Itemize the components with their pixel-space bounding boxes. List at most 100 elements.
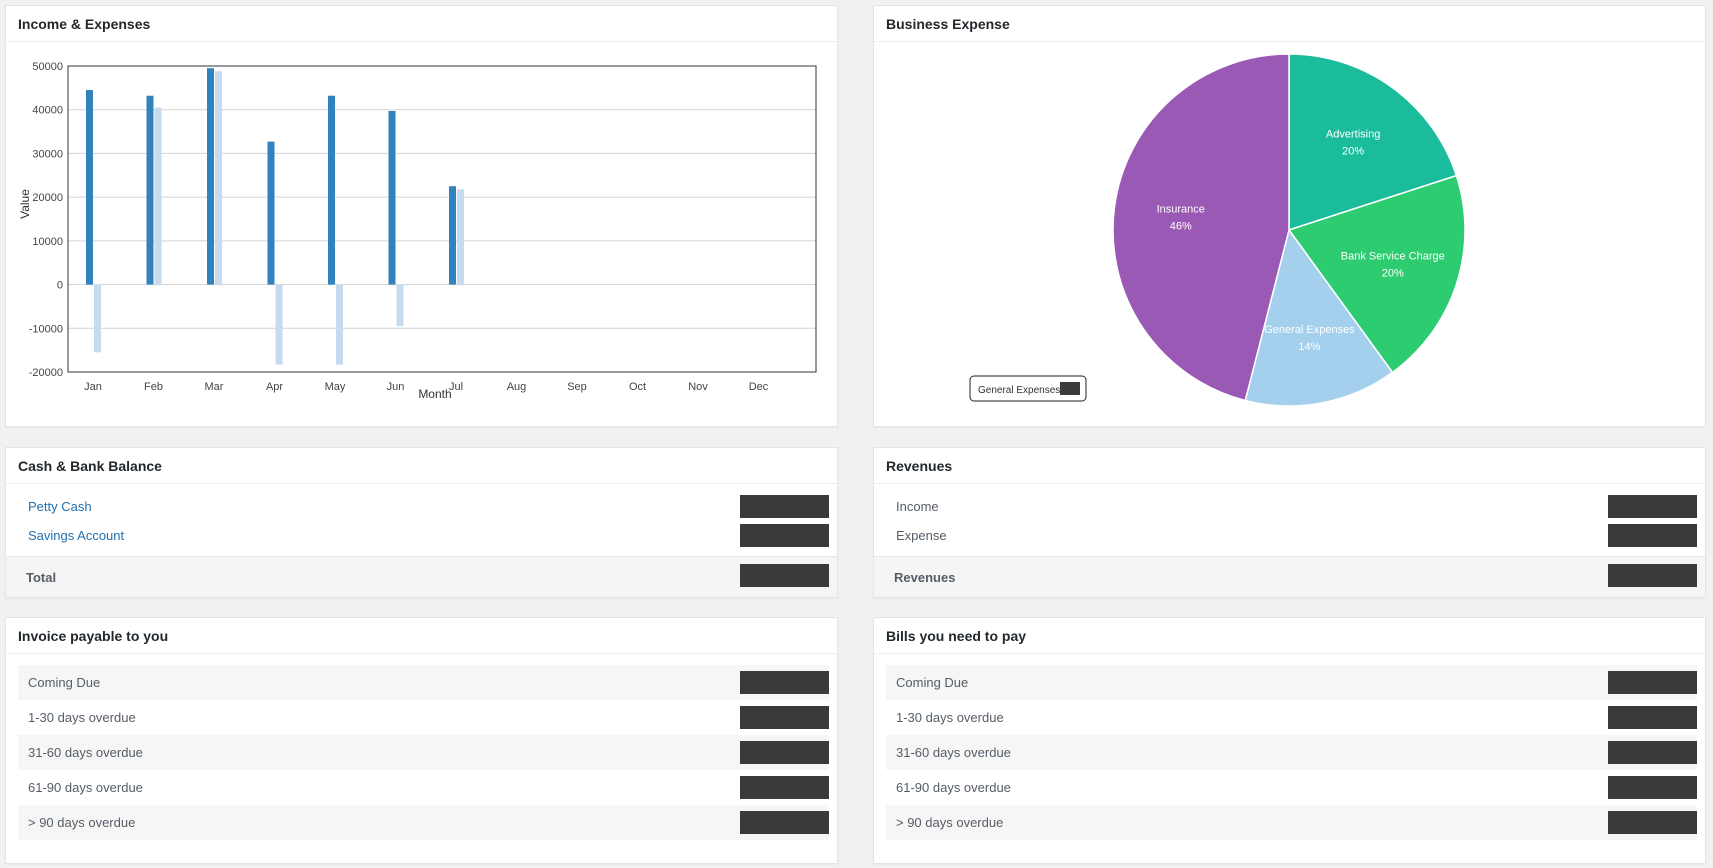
revenue-row-expense: Expense (886, 521, 1697, 550)
aging-label: > 90 days overdue (28, 815, 136, 830)
bar (328, 95, 335, 285)
slice-percent-label: 20% (1382, 268, 1404, 280)
revenue-row-income: Income (886, 492, 1697, 521)
aging-row-61-90: 61-90 days overdue (886, 770, 1697, 805)
slice-label: General Expenses (1264, 324, 1355, 336)
aging-label: 61-90 days overdue (28, 780, 143, 795)
cash-total-label: Total (26, 569, 57, 585)
legend-label: General Expenses (978, 385, 1060, 396)
business-expense-card: Business Expense Advertising 20% Bank Serv… (873, 5, 1706, 427)
pie-slice (1287, 174, 1466, 374)
x-tick-label: Sep (567, 381, 587, 393)
redacted-amount (740, 564, 829, 587)
aging-label: 61-90 days overdue (896, 780, 1011, 795)
business-expense-chart: Advertising 20% Bank Service Charge 20% Gene… (969, 53, 1466, 407)
x-tick-label: Dec (749, 381, 769, 393)
bills-to-pay-card: Bills you need to pay Coming Due 1-30 da… (873, 617, 1706, 864)
aging-row-1-30: 1-30 days overdue (886, 700, 1697, 735)
redacted-amount (1608, 564, 1697, 587)
x-tick-label: Feb (144, 381, 163, 393)
redacted-amount (740, 706, 829, 729)
aging-row-coming-due: Coming Due (886, 665, 1697, 700)
x-tick-label: Nov (688, 381, 708, 393)
income-expenses-chart: 50000 40000 30000 20000 10000 0 -10000 -20000 Ja… (18, 61, 817, 401)
cash-total-row: Total (6, 556, 837, 597)
slice-percent-label: 46% (1170, 220, 1192, 232)
slice-label: Bank Service Charge (1341, 251, 1445, 263)
x-axis-label: Month (418, 387, 451, 401)
pie-legend: General Expenses (969, 375, 1087, 402)
cash-bank-card: Cash & Bank Balance Petty Cash Savings A… (5, 447, 838, 598)
redacted-amount (1608, 671, 1697, 694)
y-tick-label: 10000 (32, 236, 63, 248)
x-tick-label: Aug (507, 381, 527, 393)
slice-percent-label: 14% (1298, 341, 1320, 353)
plot-frame (67, 65, 817, 373)
account-link-petty-cash[interactable]: Petty Cash (28, 499, 92, 514)
revenues-total-label: Revenues (894, 569, 956, 585)
cash-bank-title: Cash & Bank Balance (6, 448, 837, 484)
redacted-amount (740, 776, 829, 799)
redacted-amount (1608, 741, 1697, 764)
slice-percent-label: 20% (1342, 146, 1364, 158)
redacted-amount (740, 741, 829, 764)
redacted-amount (1608, 524, 1697, 547)
redacted-amount (740, 811, 829, 834)
bar (154, 107, 162, 285)
pie-slice (1288, 53, 1458, 232)
y-tick-label: 40000 (32, 105, 63, 117)
bar (86, 90, 93, 285)
account-link-savings[interactable]: Savings Account (28, 528, 125, 543)
redacted-amount (740, 495, 829, 518)
bar (388, 111, 396, 285)
y-tick-label: -20000 (29, 367, 63, 379)
aging-label: 1-30 days overdue (28, 710, 136, 725)
bar (336, 284, 343, 365)
revenue-expense-label: Expense (896, 528, 947, 543)
bar (457, 189, 464, 285)
aging-row-61-90: 61-90 days overdue (18, 770, 829, 805)
y-tick-label: -10000 (29, 323, 63, 335)
aging-row-coming-due: Coming Due (18, 665, 829, 700)
redacted-amount (1608, 776, 1697, 799)
aging-row-90-plus: > 90 days overdue (886, 805, 1697, 840)
y-axis-label: Value (18, 189, 32, 219)
bar (396, 284, 404, 327)
aging-label: 31-60 days overdue (28, 745, 143, 760)
aging-row-90-plus: > 90 days overdue (18, 805, 829, 840)
x-tick-label: Jan (84, 381, 102, 393)
y-tick-label: 20000 (32, 192, 63, 204)
redacted-amount (1608, 811, 1697, 834)
redacted-amount (740, 671, 829, 694)
bar (94, 284, 101, 353)
aging-label: 31-60 days overdue (896, 745, 1011, 760)
y-tick-label: 30000 (32, 148, 63, 160)
x-tick-label: Mar (205, 381, 224, 393)
x-tick-label: Apr (266, 381, 283, 393)
bar (267, 141, 275, 285)
revenues-total-row: Revenues (874, 556, 1705, 597)
x-tick-label: Jul (449, 381, 463, 393)
account-row-savings: Savings Account (18, 521, 829, 550)
aging-label: Coming Due (896, 675, 969, 690)
pie-slice (1112, 53, 1290, 402)
revenues-title: Revenues (874, 448, 1705, 484)
income-expenses-card: Income & Expenses 50000 40000 30000 20000 10… (5, 5, 838, 427)
y-tick-label: 0 (57, 280, 63, 292)
account-row-petty-cash: Petty Cash (18, 492, 829, 521)
redacted-amount (1608, 495, 1697, 518)
aging-row-31-60: 31-60 days overdue (886, 735, 1697, 770)
redacted-amount (740, 524, 829, 547)
aging-label: 1-30 days overdue (896, 710, 1004, 725)
pie-slice (1244, 228, 1394, 407)
revenues-card: Revenues Income Expense Revenues (873, 447, 1706, 598)
bar (146, 95, 154, 285)
bills-to-pay-title: Bills you need to pay (874, 618, 1705, 654)
slice-label: Advertising (1326, 129, 1380, 141)
aging-label: Coming Due (28, 675, 101, 690)
bar (275, 284, 283, 365)
income-expenses-title: Income & Expenses (6, 6, 837, 42)
aging-row-1-30: 1-30 days overdue (18, 700, 829, 735)
bar (215, 71, 222, 285)
invoice-payable-title: Invoice payable to you (6, 618, 837, 654)
